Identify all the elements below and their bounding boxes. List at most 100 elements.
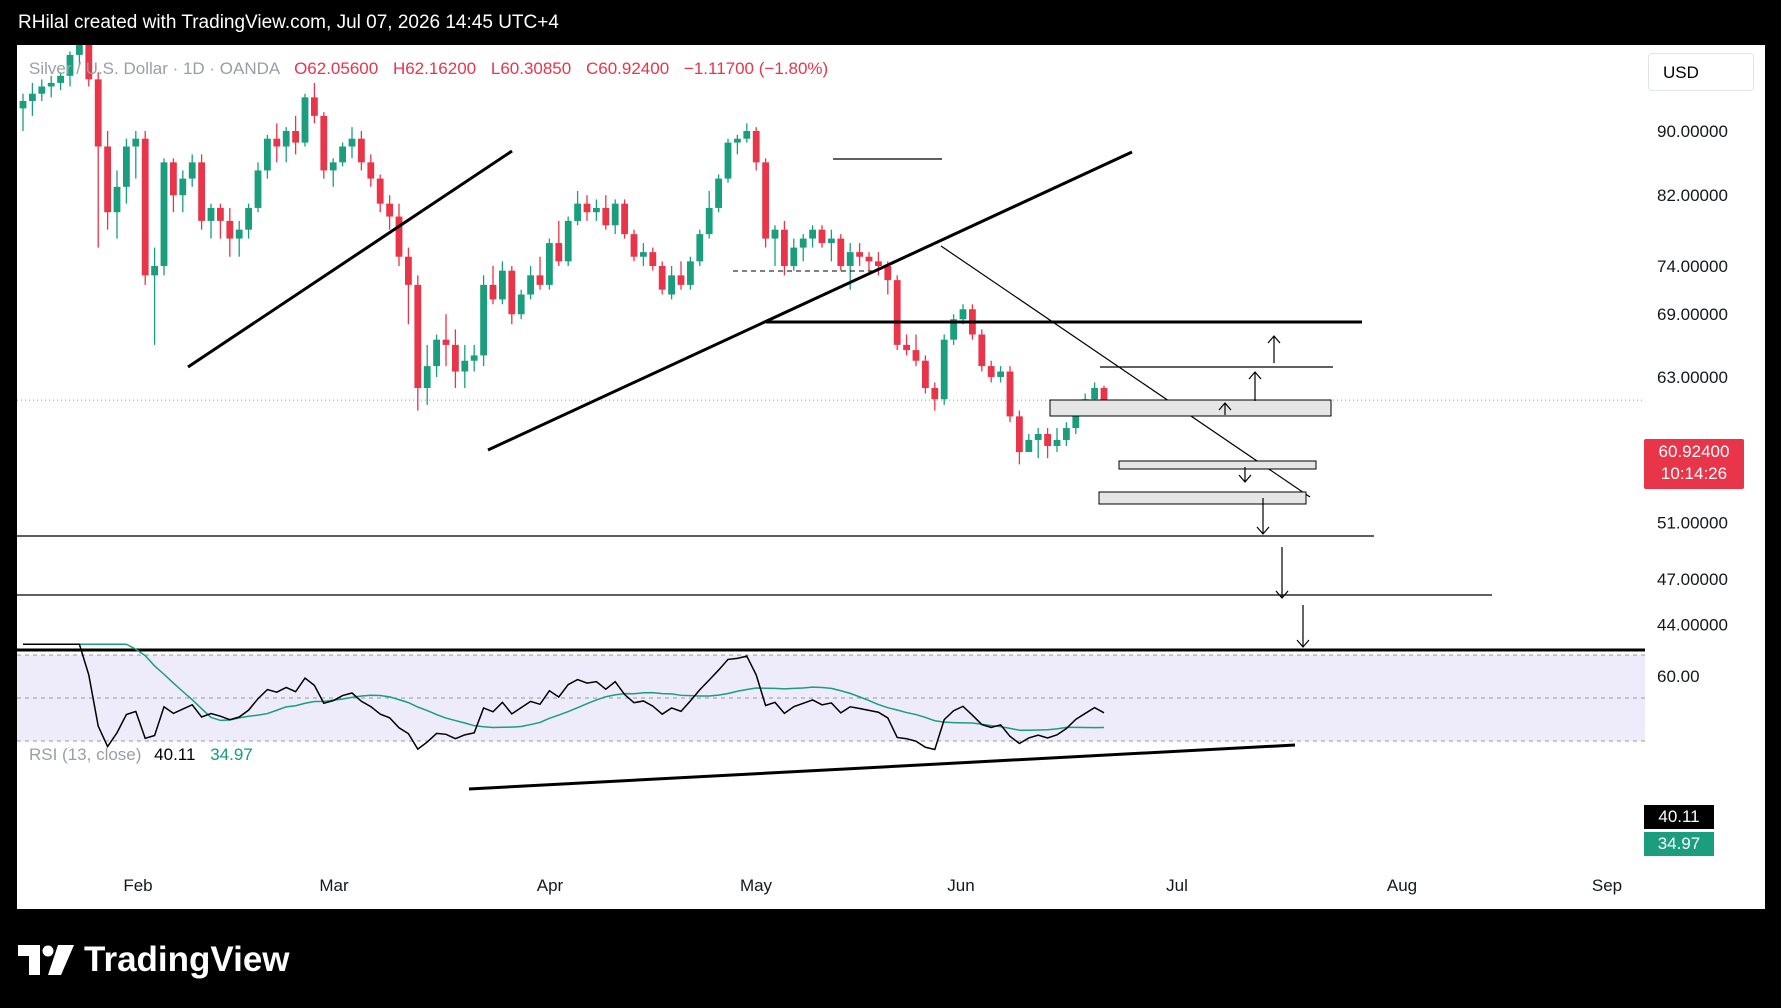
candle-body [922,360,929,388]
candle-body [489,284,497,300]
candle-body [865,256,873,262]
candle-body [959,309,967,320]
legend-open: O62.05600 [294,59,379,78]
candle-body [405,256,412,285]
rsi-tick-label: 60.00 [1657,667,1700,686]
candle-body [339,146,346,163]
candle-body [264,138,271,171]
candle-body [226,220,234,239]
candle-body [611,203,619,226]
time-tick-label: Jun [947,876,974,895]
candle-body [433,339,440,367]
candle-body [875,261,882,266]
candle-body [574,203,581,221]
candle-body [1016,416,1023,453]
currency-button[interactable]: USD [1648,53,1754,91]
rsi-band [17,655,1645,741]
zone-box-2 [1098,491,1307,505]
candle-body [837,238,845,266]
price-tick-label: 51.00000 [1657,514,1728,533]
candle-body [940,339,948,400]
candle-body [358,138,365,163]
candle-body [452,344,459,372]
candle-body [66,54,74,76]
candle-body [29,93,36,102]
candle-body [311,97,318,116]
candle-body [85,45,93,80]
arrow-up-icon-head [1248,371,1262,380]
last-price-value: 60.92400 [1658,442,1730,461]
zone-box-1 [1118,460,1317,470]
candle-body [123,146,130,187]
time-tick-label: Mar [319,876,349,895]
candle-body [1072,410,1080,429]
candle-body [583,203,591,213]
tradingview-logo-text: TradingView [84,940,290,979]
candle-body [170,162,177,196]
candle-body [461,360,469,372]
time-tick-label: Apr [537,876,564,895]
rsi-value: 40.11 [154,745,196,764]
candle-body [292,131,299,143]
candle-body [809,229,816,239]
candle-body [329,162,337,171]
candle-body [57,75,64,83]
candle-body [677,275,685,285]
candle-body [423,366,431,388]
candle-body [715,178,722,208]
attribution-header: RHilal created with TradingView.com, Jul… [18,12,559,33]
candle-body [987,366,995,377]
candle-body [1034,433,1042,440]
price-tick-label: 82.00000 [1657,186,1728,205]
legend-change: −1.11700 (−1.80%) [683,59,829,78]
candle-body [1063,428,1070,440]
candle-body [903,344,910,351]
trendline-resistance [940,245,1311,498]
legend-high: H62.16200 [392,59,477,78]
price-tick-label: 47.00000 [1657,570,1728,589]
candle-body [536,275,544,285]
candle-body [593,207,600,213]
candle-body [160,162,168,266]
candle-body [367,162,375,179]
rsi-name: RSI (13, close) [29,745,142,764]
rsi-ma-tag: 34.97 [1644,832,1714,856]
candle-body [752,131,760,163]
candle-body [856,252,863,257]
candle-body [245,207,252,230]
candle-body [395,216,403,257]
candle-body [668,275,675,295]
candle-body [132,138,140,147]
chart-panel[interactable]: 90.00000 82.00000 74.00000 69.00000 63.00000… [17,45,1765,909]
candle-body [630,234,638,257]
candle-body [799,238,807,248]
candle-body [94,79,102,147]
candle-body [1053,439,1061,446]
price-chart[interactable]: 90.00000 82.00000 74.00000 69.00000 63.00000… [17,45,1765,909]
rsi-legend: RSI (13, close) 40.11 34.97 [29,745,253,765]
candle-body [442,339,450,345]
candle-body [978,334,986,367]
candle-body [781,229,788,266]
arrow-down-icon [1296,605,1310,648]
candle-body [884,265,892,281]
time-tick-label: Sep [1592,876,1622,895]
candle-body [76,45,83,55]
candle-body [235,229,243,239]
candle-body [104,146,111,213]
candle-body [649,252,657,266]
candle-body [198,162,205,221]
candle-body [997,371,1004,377]
price-tick-label: 74.00000 [1657,257,1728,276]
candle-body [828,238,835,244]
candle-body [621,203,628,235]
candle-body [1044,433,1051,446]
arrow-up-icon [1248,371,1262,401]
candle-body [188,162,196,179]
candle-body [207,207,215,221]
arrow-down-icon-head [1256,526,1270,535]
candle-body [640,252,647,257]
candle-body [602,207,610,226]
candle-body [687,261,694,285]
rsi-line [23,643,1105,751]
